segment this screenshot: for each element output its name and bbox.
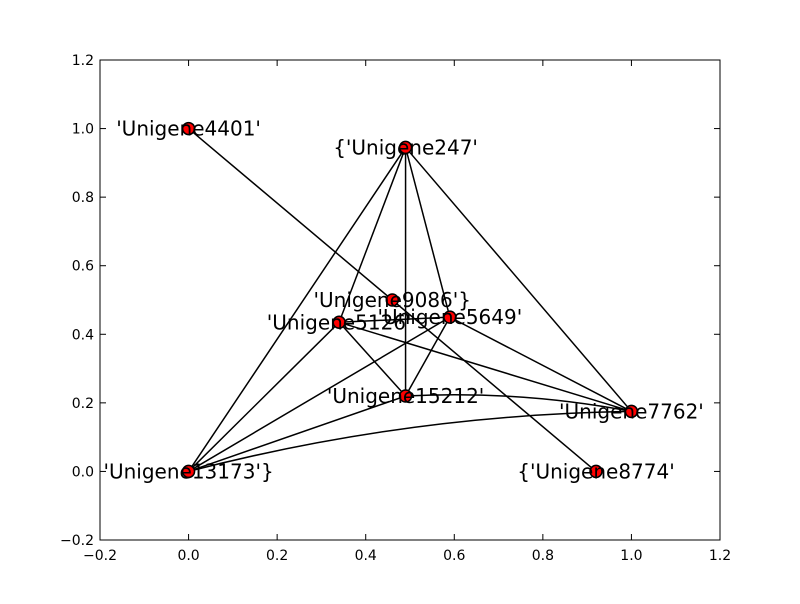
x-tick-label: 0.2 (266, 548, 288, 564)
graph-edge (188, 410, 632, 473)
x-tick-label: 0.0 (177, 548, 199, 564)
graph-edge (338, 321, 632, 413)
graph-edge (405, 394, 632, 413)
x-tick-label: 0.8 (532, 548, 554, 564)
nodes-layer (181, 121, 639, 479)
graph-edge (404, 147, 451, 318)
node-label: {'Unigene247' (333, 135, 478, 159)
graph-edge (188, 395, 406, 473)
graph-edge (405, 146, 632, 412)
graph-node (398, 140, 413, 155)
graph-edge (188, 321, 340, 472)
x-tick-label: 1.2 (709, 548, 731, 564)
graph-edge (449, 316, 632, 413)
graph-node (385, 293, 400, 307)
graph-node (332, 315, 346, 330)
graph-node (181, 464, 196, 479)
ticks-layer: −0.2 0.0 0.2 0.4 0.6 0.8 1.0 1.2 −0.2 0.0 0.2 0.4 0.… (60, 53, 731, 564)
graph-node (181, 121, 196, 136)
graph-edge (338, 321, 407, 397)
y-tick-label: 1.0 (72, 122, 94, 138)
y-tick-label: 0.0 (72, 464, 94, 480)
graph-node (398, 389, 413, 403)
y-tick-label: 0.2 (72, 396, 94, 412)
graph-node (443, 310, 457, 324)
node-label: 'Unigene15212' (327, 384, 484, 408)
x-tick-label: 1.0 (620, 548, 642, 564)
y-tick-label: −0.2 (60, 533, 94, 549)
graph-edge (338, 147, 407, 323)
graph-edge (187, 147, 407, 472)
node-label: 'Unigene13173'} (103, 459, 273, 483)
x-tick-label: 0.6 (443, 548, 465, 564)
labels-layer: 'Unigene4401' {'Unigene247' 'Unigene9086'}… (103, 117, 703, 484)
y-tick-label: 1.2 (72, 53, 94, 69)
node-label: 'Unigene5126' (267, 310, 412, 334)
x-tick-label: −0.2 (83, 548, 117, 564)
y-tick-label: 0.4 (72, 327, 94, 343)
x-tick-label: 0.4 (355, 548, 377, 564)
node-label: 'Unigene5649' (377, 305, 522, 329)
node-label: 'Unigene7762' (559, 399, 704, 423)
y-tick-label: 0.8 (72, 190, 94, 206)
node-label: 'Unigene4401' (116, 117, 261, 141)
graph-edge (339, 316, 450, 324)
node-label: {'Unigene8774' (517, 459, 674, 483)
plot-frame (99, 59, 721, 541)
node-label: 'Unigene9086'} (314, 288, 471, 312)
graph-edge (404, 316, 451, 397)
y-tick-label: 0.6 (72, 259, 94, 275)
graph-node (624, 404, 639, 419)
graph-edge (188, 316, 451, 473)
graph-node (589, 464, 603, 479)
edges-layer (187, 127, 632, 473)
